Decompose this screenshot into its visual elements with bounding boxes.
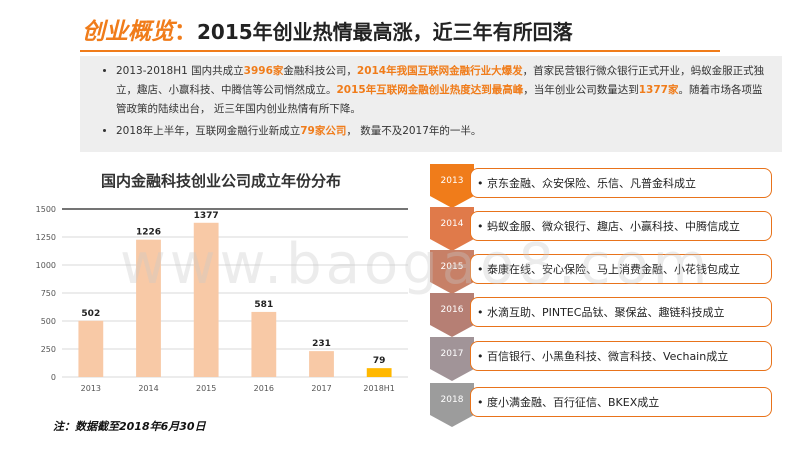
y-tick-label: 1500 <box>36 205 56 214</box>
bar <box>136 239 161 377</box>
y-tick-label: 1000 <box>36 261 56 270</box>
x-tick-label: 2017 <box>311 384 331 393</box>
bar <box>251 311 277 377</box>
event-box: • 百信银行、小黑鱼科技、微言科技、Vechain成立 <box>470 341 772 371</box>
title-underline <box>80 50 720 52</box>
bar <box>366 368 392 377</box>
timeline-row: 2014 • 蚂蚁金服、微众银行、趣店、小赢科技、中腾信成立 <box>430 207 780 251</box>
data-label: 1377 <box>194 211 219 221</box>
year-arrow: 2016 <box>430 293 474 337</box>
summary-highlight: 2014年我国互联网金融行业大爆发 <box>356 65 523 77</box>
x-tick-label: 2013 <box>81 384 101 393</box>
y-tick-label: 250 <box>41 345 56 354</box>
data-label: 1226 <box>136 228 161 238</box>
x-tick-label: 2018H1 <box>363 384 394 393</box>
bar <box>309 351 334 377</box>
summary-highlight: 2015年互联网金融创业热度达到最高峰 <box>336 84 524 96</box>
summary-text: 2018年上半年，互联网金融行业新成立 <box>116 125 301 137</box>
y-tick-label: 500 <box>41 317 56 326</box>
data-label: 79 <box>373 356 386 366</box>
summary-text: ， 数量不及2017年的一半。 <box>346 125 482 137</box>
y-tick-label: 750 <box>41 289 56 298</box>
summary-highlight: 3996家 <box>243 65 284 77</box>
x-tick-label: 2014 <box>138 384 158 393</box>
summary-highlight: 1377家 <box>638 84 679 96</box>
year-arrow: 2014 <box>430 207 474 251</box>
summary-bullet-1: 2013-2018H1 国内共成立3996家金融科技公司，2014年我国互联网金… <box>116 62 772 119</box>
summary-box: 2013-2018H1 国内共成立3996家金融科技公司，2014年我国互联网金… <box>80 56 782 152</box>
chevron-down-icon <box>430 337 474 381</box>
year-arrow: 2018 <box>430 383 474 427</box>
chart-title: 国内金融科技创业公司成立年份分布 <box>100 172 341 190</box>
y-tick-label: 0 <box>51 373 56 382</box>
timeline-row: 2016 • 水滴互助、PINTEC品钛、聚保盆、趣链科技成立 <box>430 293 780 337</box>
year-label: 2017 <box>440 349 464 359</box>
summary-text: ，首家民营银行微众银行正式开业，蚂蚁金服正式独立，趣店、小赢科技、中腾信等公司悄… <box>116 65 765 96</box>
page-title: 创业概览 ： 2015年创业热情最高涨，近三年有所回落 <box>82 12 573 48</box>
title-accent: 创业概览 <box>82 19 174 45</box>
chevron-down-icon <box>430 383 474 427</box>
event-box: • 水滴互助、PINTEC品钛、聚保盆、趣链科技成立 <box>470 297 772 327</box>
year-label: 2015 <box>440 262 464 272</box>
summary-text: 2013-2018H1 国内共成立 <box>116 65 244 77</box>
title-main: 2015年创业热情最高涨，近三年有所回落 <box>197 20 573 44</box>
chevron-down-icon <box>430 207 474 251</box>
year-label: 2014 <box>440 219 464 229</box>
timeline-row: 2017 • 百信银行、小黑鱼科技、微言科技、Vechain成立 <box>430 337 780 381</box>
x-tick-label: 2015 <box>196 384 216 393</box>
chevron-down-icon <box>430 250 474 294</box>
event-box: • 度小满金融、百行征信、BKEX成立 <box>470 387 772 417</box>
data-label: 581 <box>254 300 273 310</box>
bar-chart: 0 250 500 750 1000 1250 1500 502 2013 1226 2014 137… <box>36 205 408 393</box>
timeline-row: 2013 • 京东金融、众安保险、乐信、凡普金科成立 <box>430 164 780 208</box>
chevron-down-icon <box>430 293 474 337</box>
bar <box>78 320 104 377</box>
year-arrow: 2013 <box>430 164 474 208</box>
chevron-down-icon <box>430 164 474 208</box>
data-label: 231 <box>312 339 331 349</box>
summary-text: 。随着市场各项监管政策的陆续出台， 近三年国内创业热情有所下降。 <box>116 84 763 115</box>
bar <box>193 222 219 377</box>
event-box: • 京东金融、众安保险、乐信、凡普金科成立 <box>470 168 772 198</box>
event-box: • 泰康在线、安心保险、马上消费金融、小花钱包成立 <box>470 254 772 284</box>
timeline-row: 2018 • 度小满金融、百行征信、BKEX成立 <box>430 383 780 427</box>
x-tick-label: 2016 <box>254 384 274 393</box>
data-note: 注：数据截至2018年6月30日 <box>53 420 206 433</box>
year-label: 2018 <box>440 395 464 405</box>
summary-text: ，当年创业公司数量达到 <box>523 84 639 96</box>
summary-bullet-2: 2018年上半年，互联网金融行业新成立79家公司， 数量不及2017年的一半。 <box>116 122 772 141</box>
y-tick-label: 1250 <box>36 233 56 242</box>
year-label: 2013 <box>440 176 464 186</box>
data-label: 502 <box>81 309 100 319</box>
title-colon: ： <box>174 19 197 45</box>
summary-highlight: 79家公司 <box>300 125 347 137</box>
year-label: 2016 <box>440 305 464 315</box>
summary-text: 金融科技公司， <box>283 65 357 77</box>
year-arrow: 2017 <box>430 337 474 381</box>
event-box: • 蚂蚁金服、微众银行、趣店、小赢科技、中腾信成立 <box>470 211 772 241</box>
year-arrow: 2015 <box>430 250 474 294</box>
timeline-row: 2015 • 泰康在线、安心保险、马上消费金融、小花钱包成立 <box>430 250 780 294</box>
